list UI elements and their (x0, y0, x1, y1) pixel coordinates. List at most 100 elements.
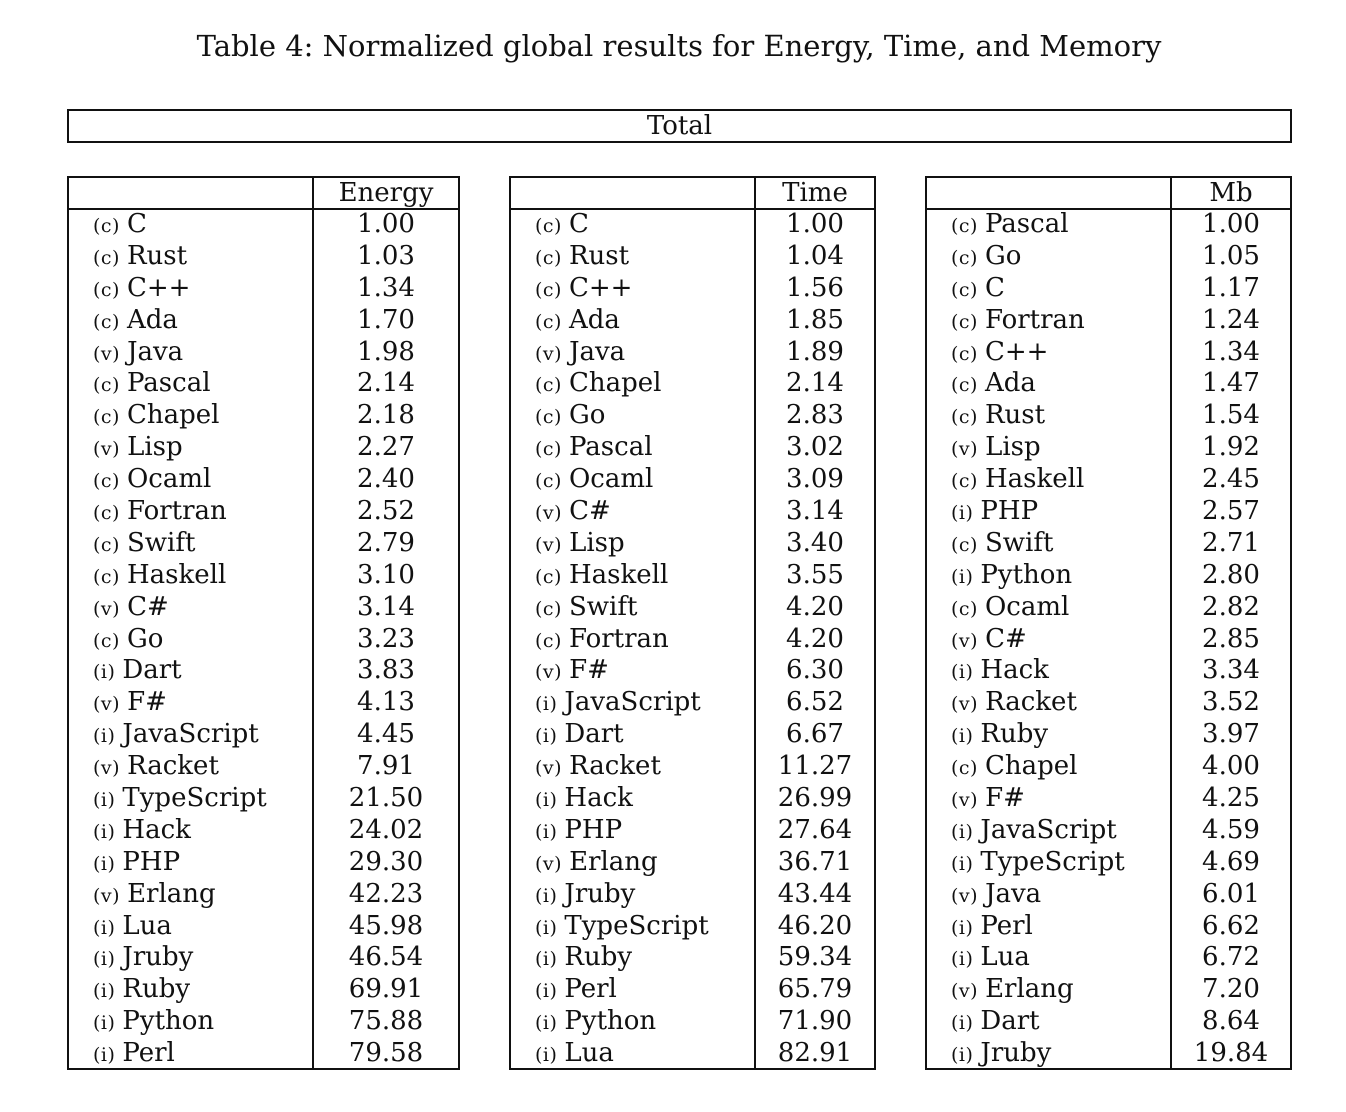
value-cell: 46.54 (348, 942, 424, 973)
table-row: (v) Lisp 2.27 (69, 432, 458, 464)
category-tag: (c) (535, 215, 562, 237)
table-body: (c) Pascal 1.00 (c) Go 1.05 (c) C 1.17 (c) Fortran… (927, 209, 1290, 1070)
value-cell: 29.30 (348, 846, 424, 877)
category-tag: (c) (93, 278, 120, 301)
value-cell: 2.71 (1202, 527, 1260, 558)
value-cell: 4.45 (357, 719, 415, 750)
table-row: (i) Perl 79.58 (69, 1038, 458, 1070)
language-name: TypeScript (564, 910, 709, 941)
language-cell: (i) Dart (535, 719, 624, 753)
language-cell: (c) Rust (535, 241, 629, 275)
language-name: Perl (564, 974, 617, 1005)
value-cell: 79.58 (348, 1038, 424, 1069)
category-tag: (c) (535, 374, 562, 397)
value-cell: 65.79 (777, 974, 853, 1005)
table-row: (c) Ada 1.47 (927, 368, 1290, 400)
language-name: Python (122, 1006, 215, 1037)
table-row: (c) Chapel 2.18 (69, 400, 458, 432)
language-cell: (v) Erlang (535, 847, 658, 881)
value-cell: 1.03 (357, 240, 415, 271)
table-row: (i) TypeScript 21.50 (69, 783, 458, 815)
value-cell: 3.40 (786, 527, 844, 558)
value-cell: 2.27 (357, 432, 415, 463)
value-cell: 2.80 (1202, 559, 1260, 590)
category-tag: (c) (951, 757, 978, 780)
category-tag: (i) (951, 661, 974, 684)
language-name: C# (127, 591, 169, 622)
table-row: (i) PHP 2.57 (927, 496, 1290, 528)
value-cell: 3.10 (357, 559, 415, 590)
category-tag: (i) (93, 852, 116, 875)
language-name: F# (985, 783, 1025, 814)
value-cell: 42.23 (348, 878, 424, 909)
table-row: (c) Pascal 2.14 (69, 368, 458, 400)
language-name: F# (569, 655, 609, 686)
language-name: Fortran (984, 304, 1085, 335)
language-cell: (c) Swift (951, 528, 1053, 562)
language-cell: (c) Haskell (535, 560, 668, 594)
language-name: Hack (980, 655, 1049, 686)
language-name: Ocaml (984, 591, 1070, 622)
language-name: Ruby (122, 974, 191, 1005)
column-header-mb: Mb (1209, 178, 1253, 208)
language-name: Ada (984, 368, 1036, 399)
language-name: Ada (126, 304, 178, 335)
memory-table: Mb (c) Pascal 1.00 (c) Go 1.05 (c) C 1.17 (c) Fort… (925, 176, 1292, 1070)
table-row: (i) Perl 65.79 (511, 974, 874, 1006)
value-cell: 1.92 (1202, 432, 1260, 463)
language-cell: (c) Fortran (951, 305, 1085, 339)
table-row: (c) Swift 2.79 (69, 528, 458, 560)
category-tag: (c) (535, 278, 562, 301)
category-tag: (c) (951, 278, 978, 301)
language-name: Racket (127, 751, 219, 782)
language-cell: (c) Go (951, 241, 1021, 275)
category-tag: (i) (535, 693, 558, 716)
language-name: PHP (122, 846, 181, 877)
category-tag: (i) (93, 789, 116, 812)
language-cell: (i) Perl (93, 1038, 175, 1072)
language-cell: (i) PHP (951, 496, 1038, 530)
table-row: (c) Haskell 2.45 (927, 464, 1290, 496)
category-tag: (c) (93, 246, 120, 269)
table-row: (i) Jruby 19.84 (927, 1038, 1290, 1070)
table-row: (c) Haskell 3.10 (69, 560, 458, 592)
language-name: TypeScript (980, 846, 1125, 877)
category-tag: (i) (535, 980, 558, 1003)
category-tag: (c) (93, 470, 120, 493)
table-row: (c) Swift 2.71 (927, 528, 1290, 560)
language-name: Java (569, 336, 626, 367)
language-cell: (i) Perl (951, 911, 1033, 945)
table-row: (i) PHP 27.64 (511, 815, 874, 847)
value-cell: 1.17 (1202, 272, 1260, 303)
language-name: Ruby (564, 942, 633, 973)
language-cell: (c) Pascal (93, 368, 211, 402)
table-row: (c) Haskell 3.55 (511, 560, 874, 592)
language-name: Lisp (569, 527, 625, 558)
language-cell: (c) Swift (93, 528, 195, 562)
table-row: (c) Swift 4.20 (511, 592, 874, 624)
language-cell: (c) Pascal (535, 432, 653, 466)
value-cell: 71.90 (777, 1006, 853, 1037)
category-tag: (i) (93, 725, 116, 748)
value-cell: 1.00 (1202, 209, 1260, 239)
language-cell: (c) C++ (93, 273, 190, 307)
language-cell: (c) Ada (93, 305, 178, 339)
value-cell: 2.14 (786, 368, 844, 399)
value-cell: 4.69 (1202, 846, 1260, 877)
table-row: (c) Go 3.23 (69, 624, 458, 656)
value-cell: 6.52 (786, 687, 844, 718)
category-tag: (c) (93, 310, 120, 333)
language-cell: (v) Java (93, 337, 183, 371)
language-cell: (i) TypeScript (535, 911, 709, 945)
value-cell: 36.71 (777, 846, 853, 877)
language-name: C# (569, 496, 611, 527)
table-row: (i) Perl 6.62 (927, 911, 1290, 943)
table-row: (v) C# 2.85 (927, 624, 1290, 656)
category-tag: (c) (535, 406, 562, 429)
language-name: Go (126, 623, 164, 654)
category-tag: (c) (951, 374, 978, 397)
value-cell: 1.04 (786, 240, 844, 271)
value-cell: 2.83 (786, 400, 844, 431)
language-name: Lua (564, 1038, 614, 1069)
category-tag: (i) (535, 1044, 558, 1067)
